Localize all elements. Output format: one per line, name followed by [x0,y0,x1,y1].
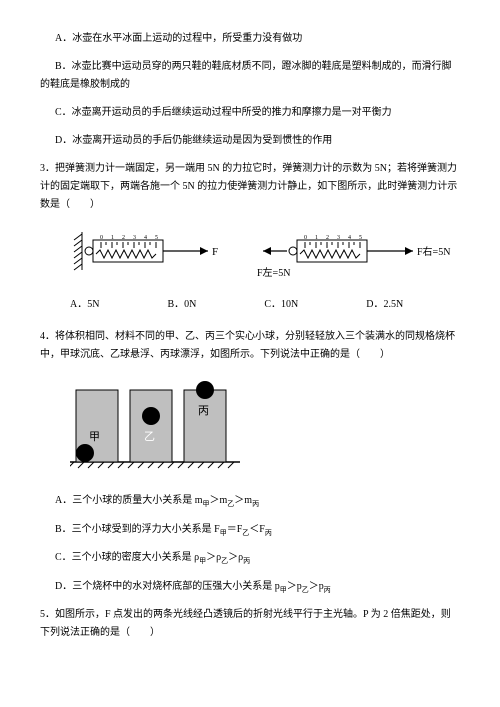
svg-text:F: F [212,246,218,258]
q4-option-a: A．三个小球的质量大小关系是 m甲＞m乙＞m丙 [40,492,460,511]
spring-scale-right-icon: F左=5N 0 1 2 3 4 5 F右=5N [257,226,460,282]
q3-diagram: 0 1 2 3 4 5 F F左=5N 0 1 2 3 4 5 [70,226,460,282]
svg-text:乙: 乙 [144,430,155,443]
q5-stem: 5．如图所示，F 点发出的两条光线经凸透镜后的折射光线平行于主光轴。P 为 2 … [40,606,460,642]
q2-option-a: A．冰壶在水平冰面上运动的过程中，所受重力没有做功 [40,30,460,48]
svg-text:1: 1 [111,235,114,241]
q2-option-d: D．冰壶离开运动员的手后仍能继续运动是因为受到惯性的作用 [40,132,460,150]
q3-option-c: C．10N [264,296,298,314]
svg-text:5: 5 [359,235,362,241]
q4-option-c: C．三个小球的密度大小关系是 ρ甲＞ρ乙＞ρ丙 [40,549,460,568]
svg-text:4: 4 [144,235,147,241]
svg-text:4: 4 [348,235,351,241]
q4-option-d: D．三个烧杯中的水对烧杯底部的压强大小关系是 p甲＞p乙＞p丙 [40,578,460,597]
q3-option-a: A．5N [70,296,99,314]
q4-option-b: B．三个小球受到的浮力大小关系是 F甲＝F乙＜F丙 [40,521,460,540]
svg-text:丙: 丙 [198,405,209,417]
q3-option-d: D．2.5N [366,296,403,314]
svg-text:0: 0 [304,235,307,241]
svg-text:3: 3 [337,235,340,241]
svg-text:2: 2 [122,235,125,241]
svg-text:0: 0 [100,235,103,241]
svg-text:F右=5N: F右=5N [417,245,450,258]
q3-option-b: B．0N [167,296,196,314]
svg-text:5: 5 [155,235,158,241]
beakers-icon: 甲 乙 丙 [70,376,240,471]
q3-stem: 3．把弹簧测力计一端固定，另一端用 5N 的力拉它时，弹簧测力计的示数为 5N；… [40,160,460,214]
q4-stem: 4．将体积相同、材料不同的甲、乙、丙三个实心小球，分别轻轻放入三个装满水的同规格… [40,328,460,364]
svg-text:F左=5N: F左=5N [257,266,290,279]
svg-text:2: 2 [326,235,329,241]
q4-diagram: 甲 乙 丙 [70,376,460,478]
q2-option-c: C．冰壶离开运动员的手后继续运动过程中所受的推力和摩擦力是一对平衡力 [40,104,460,122]
q3-options: A．5N B．0N C．10N D．2.5N [70,296,460,314]
svg-text:3: 3 [133,235,136,241]
svg-text:1: 1 [315,235,318,241]
svg-text:甲: 甲 [89,431,100,443]
q2-option-b: B．冰壶比赛中运动员穿的两只鞋的鞋底材质不同，蹬冰脚的鞋底是塑料制成的，而滑行脚… [40,58,460,94]
spring-scale-left-icon: 0 1 2 3 4 5 F [70,226,219,282]
